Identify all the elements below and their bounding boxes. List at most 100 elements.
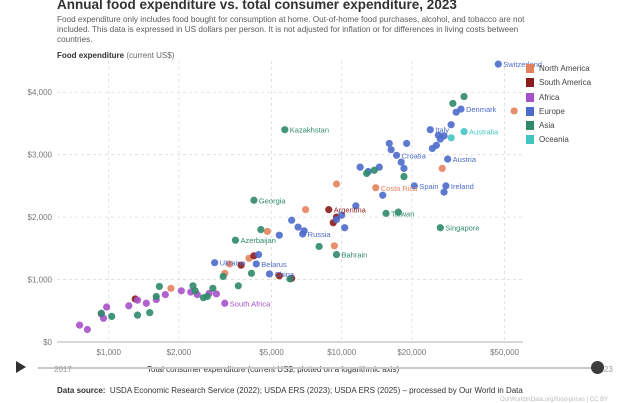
data-source-text: USDA Economic Research Service (2022); U… (109, 386, 523, 395)
data-source-label: Data source: (57, 386, 106, 395)
data-point (426, 126, 434, 134)
data-point-label: Russia (308, 230, 332, 239)
x-axis-ticks: $1,000 $2,000 $5,000 $10,000 $20,000 $50,000 (96, 348, 519, 357)
x-tick-label: $50,000 (490, 348, 519, 357)
data-point (265, 270, 274, 278)
data-point (133, 296, 142, 304)
data-points (75, 60, 518, 334)
data-point-label: Croatia (402, 151, 427, 160)
data-point (410, 182, 418, 190)
y-axis-label-text: Food expenditure (57, 51, 125, 60)
timeline-track[interactable] (38, 367, 598, 369)
data-point (447, 134, 455, 142)
data-point (400, 164, 408, 173)
data-point (225, 260, 234, 268)
data-point (103, 303, 111, 311)
data-point-label: Bahrain (342, 251, 368, 260)
legend-label: Asia (539, 121, 555, 131)
x-axis-label: Total consumer expenditure (current US$,… (147, 365, 400, 374)
data-point-label: Taiwan (391, 209, 414, 218)
data-point-label: South Africa (230, 299, 271, 308)
legend-swatch (526, 121, 534, 131)
data-point (234, 282, 242, 290)
data-point (275, 231, 283, 239)
data-point (125, 302, 133, 310)
data-point (438, 164, 446, 173)
y-axis-ticks: $0 $1,000 $2,000 $3,000 $4,000 (28, 88, 53, 347)
x-tick-label: $1,000 (96, 348, 121, 357)
data-point-label: Kazakhstan (290, 126, 329, 135)
data-point (75, 321, 84, 329)
y-tick-label: $2,000 (28, 213, 53, 222)
legend-swatch (526, 78, 534, 88)
data-point (440, 188, 448, 196)
data-point-label: Austria (453, 155, 477, 164)
data-point (146, 309, 154, 317)
data-point (209, 284, 217, 292)
data-point (356, 163, 364, 171)
data-point (449, 99, 457, 108)
data-point (447, 121, 455, 129)
data-point (372, 184, 380, 192)
data-point (385, 139, 393, 148)
data-point (155, 282, 163, 291)
data-point (275, 272, 283, 280)
data-point (221, 299, 229, 307)
data-point (352, 202, 360, 210)
data-point (288, 216, 296, 224)
data-point (219, 272, 227, 281)
data-point-label: Ukraine (220, 259, 246, 268)
data-point-label: Belarus (261, 260, 287, 269)
data-point (203, 292, 211, 301)
data-point (97, 309, 105, 317)
data-point (152, 292, 160, 301)
y-tick-label: $3,000 (28, 151, 53, 160)
legend-label: South America (539, 78, 592, 88)
data-point (387, 146, 395, 154)
x-tick-label: $10,000 (327, 348, 356, 357)
play-icon[interactable] (16, 361, 26, 373)
data-point (301, 206, 310, 214)
data-point (341, 224, 349, 232)
data-point (338, 211, 346, 219)
data-point (440, 132, 448, 140)
license-note: OurWorldInData.org/food-prices | CC BY (500, 397, 609, 403)
legend-label: North America (539, 64, 590, 73)
data-point (83, 325, 91, 334)
data-point-label: Azerbaijan (240, 236, 275, 245)
chart-subtitle: Food expenditure only includes food boug… (57, 15, 525, 45)
y-tick-label: $0 (43, 338, 52, 347)
data-source: Data source: USDA Economic Research Serv… (57, 386, 523, 395)
data-point (363, 169, 371, 177)
data-point (400, 172, 408, 181)
data-point (286, 275, 294, 283)
data-point-label: Switzerland (503, 60, 542, 69)
x-tick-label: $20,000 (397, 348, 426, 357)
data-point (142, 299, 150, 307)
data-labels: Costa Rica Argentina South Africa Switzerla… (220, 60, 542, 308)
timeline-handle[interactable] (591, 361, 604, 374)
data-point (332, 250, 341, 259)
data-point (315, 242, 323, 251)
data-point-label: Argentina (334, 206, 367, 215)
data-point (294, 223, 302, 231)
data-point (394, 208, 402, 216)
data-point (191, 287, 199, 295)
timeline: 2017 2023 (0, 356, 640, 376)
legend-label: Africa (539, 92, 560, 102)
data-point (332, 216, 341, 224)
y-tick-label: $4,000 (28, 88, 53, 97)
x-tick-label: $5,000 (259, 348, 284, 357)
data-point-label: Ireland (451, 182, 474, 191)
legend-swatch (526, 106, 534, 116)
data-point-label: Singapore (445, 224, 479, 233)
data-point (379, 191, 387, 199)
data-point (133, 311, 142, 319)
data-point-label: Costa Rica (381, 184, 419, 193)
data-point (403, 139, 411, 148)
legend-label: Oceania (539, 135, 569, 145)
data-point (281, 126, 289, 134)
data-point (247, 269, 256, 277)
data-point (325, 206, 333, 214)
